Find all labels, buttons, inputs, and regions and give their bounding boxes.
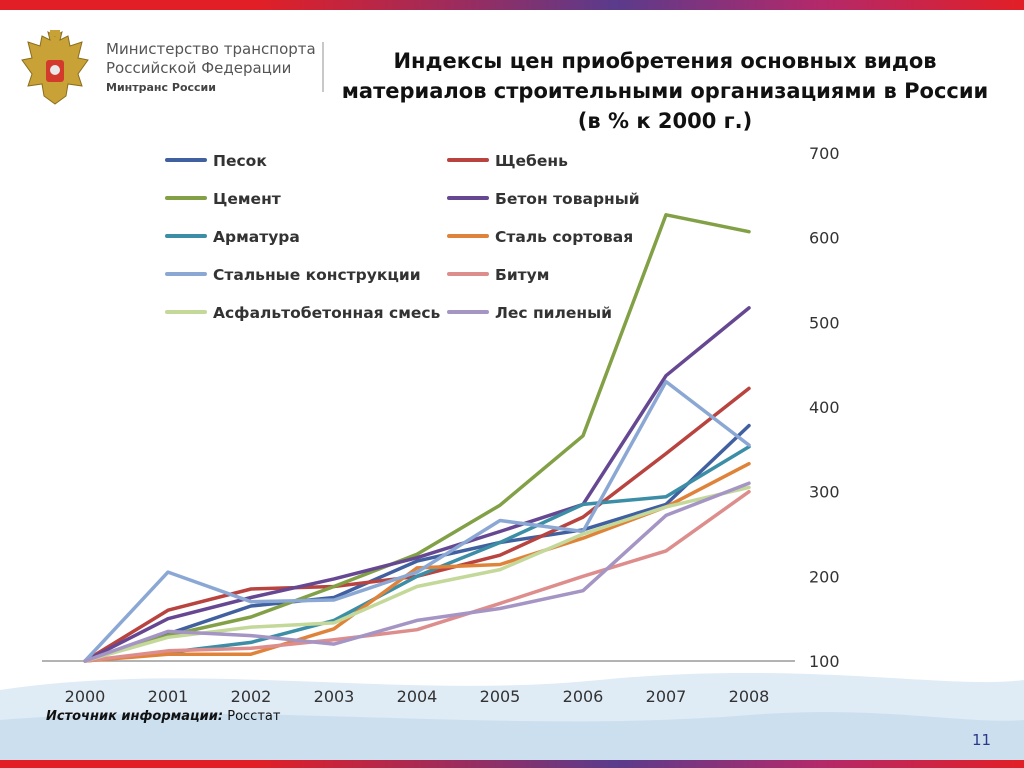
x-tick-label: 2003 [314, 687, 355, 706]
slide-title: Индексы цен приобретения основных видов … [341, 49, 989, 133]
y-tick-label: 500 [809, 313, 840, 332]
x-tick-label: 2007 [646, 687, 687, 706]
chart-legend: Песок Щебень Цемент Бетон товарный Арматура С… [165, 152, 640, 322]
ministry-short-name: Минтранс России [106, 81, 216, 94]
source-label: Источник информации: [46, 709, 224, 724]
series-line [83, 306, 751, 663]
x-tick-label: 2006 [563, 687, 604, 706]
series-line [83, 481, 751, 663]
logo-divider [322, 42, 324, 92]
ministry-logo-text: Министерство транспорта Российской Федер… [106, 40, 316, 94]
x-tick-label: 2008 [729, 687, 770, 706]
bottom-accent-bar [0, 760, 1024, 768]
legend-label: Стальные конструкции [213, 266, 421, 284]
legend-label: Щебень [495, 152, 568, 170]
y-tick-label: 400 [809, 398, 840, 417]
y-tick-label: 100 [809, 652, 840, 671]
y-axis-ticks: 100 200 300 400 500 600 700 [809, 144, 840, 671]
x-tick-label: 2001 [148, 687, 189, 706]
legend-label: Лес пиленый [495, 304, 612, 322]
coat-of-arms-emblem [21, 30, 89, 105]
top-accent-bar [0, 0, 1024, 10]
legend-label: Арматура [213, 228, 300, 246]
series-line [83, 379, 751, 663]
x-axis-ticks: 2000 2001 2002 2003 2004 2005 2006 2007 2008 [65, 687, 770, 706]
y-tick-label: 600 [809, 229, 840, 248]
source-value: Росстат [223, 709, 281, 724]
y-tick-label: 700 [809, 144, 840, 163]
legend-label: Бетон товарный [495, 190, 640, 208]
legend-label: Песок [213, 152, 267, 170]
x-tick-label: 2004 [397, 687, 438, 706]
x-tick-label: 2000 [65, 687, 106, 706]
legend-label: Цемент [213, 190, 281, 208]
ministry-name-line2: Российской Федерации [106, 59, 292, 77]
source-note: Источник информации: Росстат [46, 709, 280, 724]
chart-series [83, 213, 751, 663]
y-tick-label: 300 [809, 483, 840, 502]
series-line [83, 485, 751, 663]
legend-label: Битум [495, 266, 549, 284]
x-tick-label: 2005 [480, 687, 521, 706]
ministry-name-line1: Министерство транспорта [106, 40, 316, 58]
series-line [83, 489, 751, 663]
legend-label: Сталь сортовая [495, 228, 633, 246]
page-number: 11 [972, 731, 992, 749]
x-tick-label: 2002 [231, 687, 272, 706]
legend-label: Асфальтобетонная смесь [213, 304, 441, 322]
y-tick-label: 200 [809, 567, 840, 586]
series-line [83, 423, 751, 663]
series-line [83, 213, 751, 663]
